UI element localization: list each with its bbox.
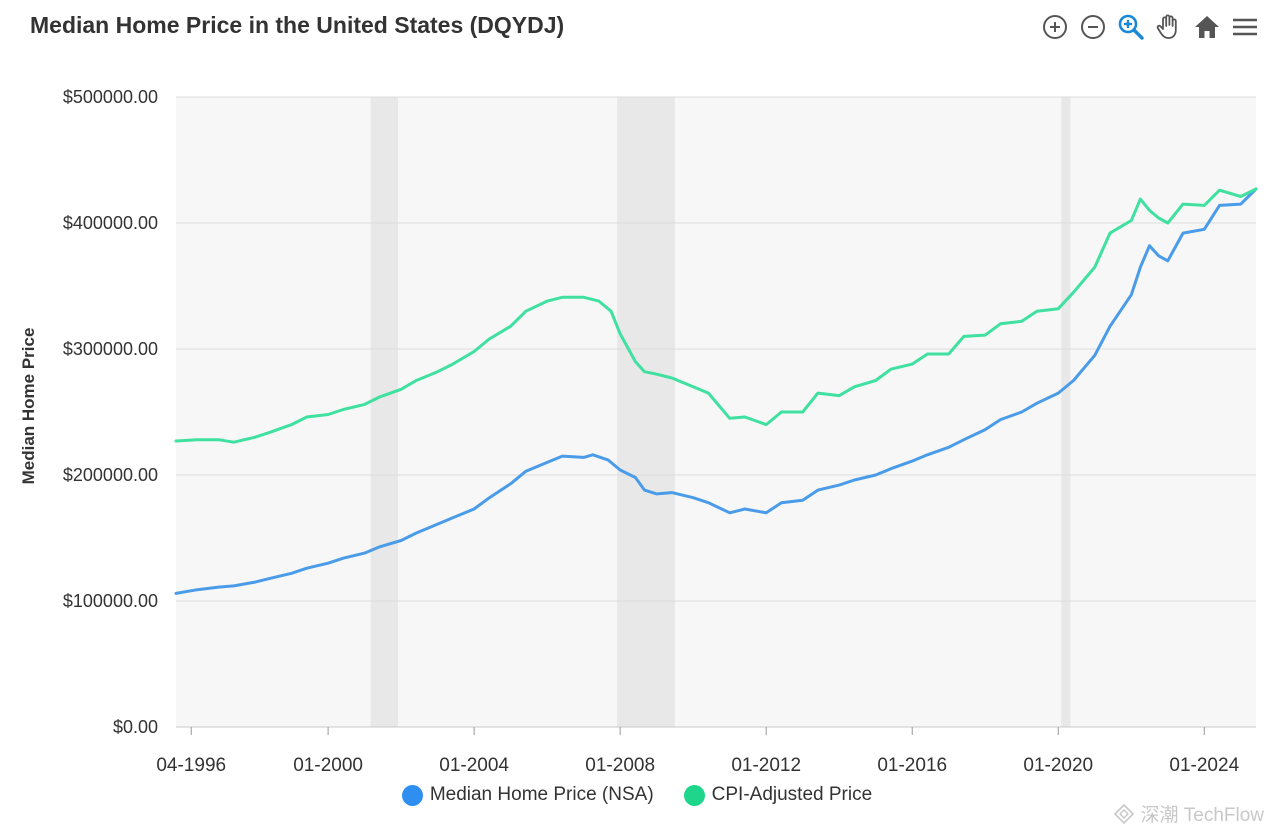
x-tick-label: 01-2004 <box>439 755 509 776</box>
y-tick-label: $400000.00 <box>63 213 158 233</box>
watermark-logo-icon <box>1114 803 1135 824</box>
recession-band <box>370 97 399 727</box>
x-tick-label: 04-1996 <box>156 755 226 776</box>
y-axis-title: Median Home Price <box>19 328 38 485</box>
zoom-in-icon[interactable] <box>1040 12 1070 42</box>
x-tick-label: 01-2016 <box>877 755 947 776</box>
recession-band <box>1061 97 1071 727</box>
watermark-text: 深潮 TechFlow <box>1140 805 1264 826</box>
chart-toolbar <box>1040 12 1260 42</box>
y-tick-label: $100000.00 <box>63 591 158 611</box>
legend-label-median: Median Home Price (NSA) <box>429 784 654 805</box>
y-tick-label: $200000.00 <box>63 465 158 485</box>
series-line-median <box>174 187 1258 595</box>
menu-icon[interactable] <box>1230 12 1260 42</box>
y-tick-label: $500000.00 <box>63 87 158 107</box>
chart-legend: Median Home Price (NSA) CPI-Adjusted Pri… <box>0 784 1274 806</box>
recession-band <box>617 97 675 727</box>
x-tick-label: 01-2008 <box>585 755 655 776</box>
y-tick-label: $300000.00 <box>63 339 158 359</box>
zoom-out-icon[interactable] <box>1078 12 1108 42</box>
x-tick-label: 01-2024 <box>1169 755 1239 776</box>
chart-title: Median Home Price in the United States (… <box>30 12 565 38</box>
legend-label-cpi: CPI-Adjusted Price <box>711 784 873 805</box>
selection-zoom-icon[interactable] <box>1116 12 1146 42</box>
x-tick-label: 01-2020 <box>1023 755 1093 776</box>
x-tick-label: 01-2012 <box>731 755 801 776</box>
legend-marker-cpi <box>683 784 705 806</box>
watermark: 深潮 TechFlow <box>1114 800 1264 827</box>
y-tick-label: $0.00 <box>113 717 158 737</box>
pan-hand-icon[interactable] <box>1154 12 1184 42</box>
legend-marker-median <box>401 784 423 806</box>
plot-area <box>176 97 1256 727</box>
legend-item-median[interactable]: Median Home Price (NSA) <box>401 784 654 806</box>
home-reset-icon[interactable] <box>1192 12 1222 42</box>
x-tick-label: 01-2000 <box>293 755 363 776</box>
series-line-cpi <box>174 187 1258 444</box>
legend-item-cpi[interactable]: CPI-Adjusted Price <box>683 784 873 806</box>
